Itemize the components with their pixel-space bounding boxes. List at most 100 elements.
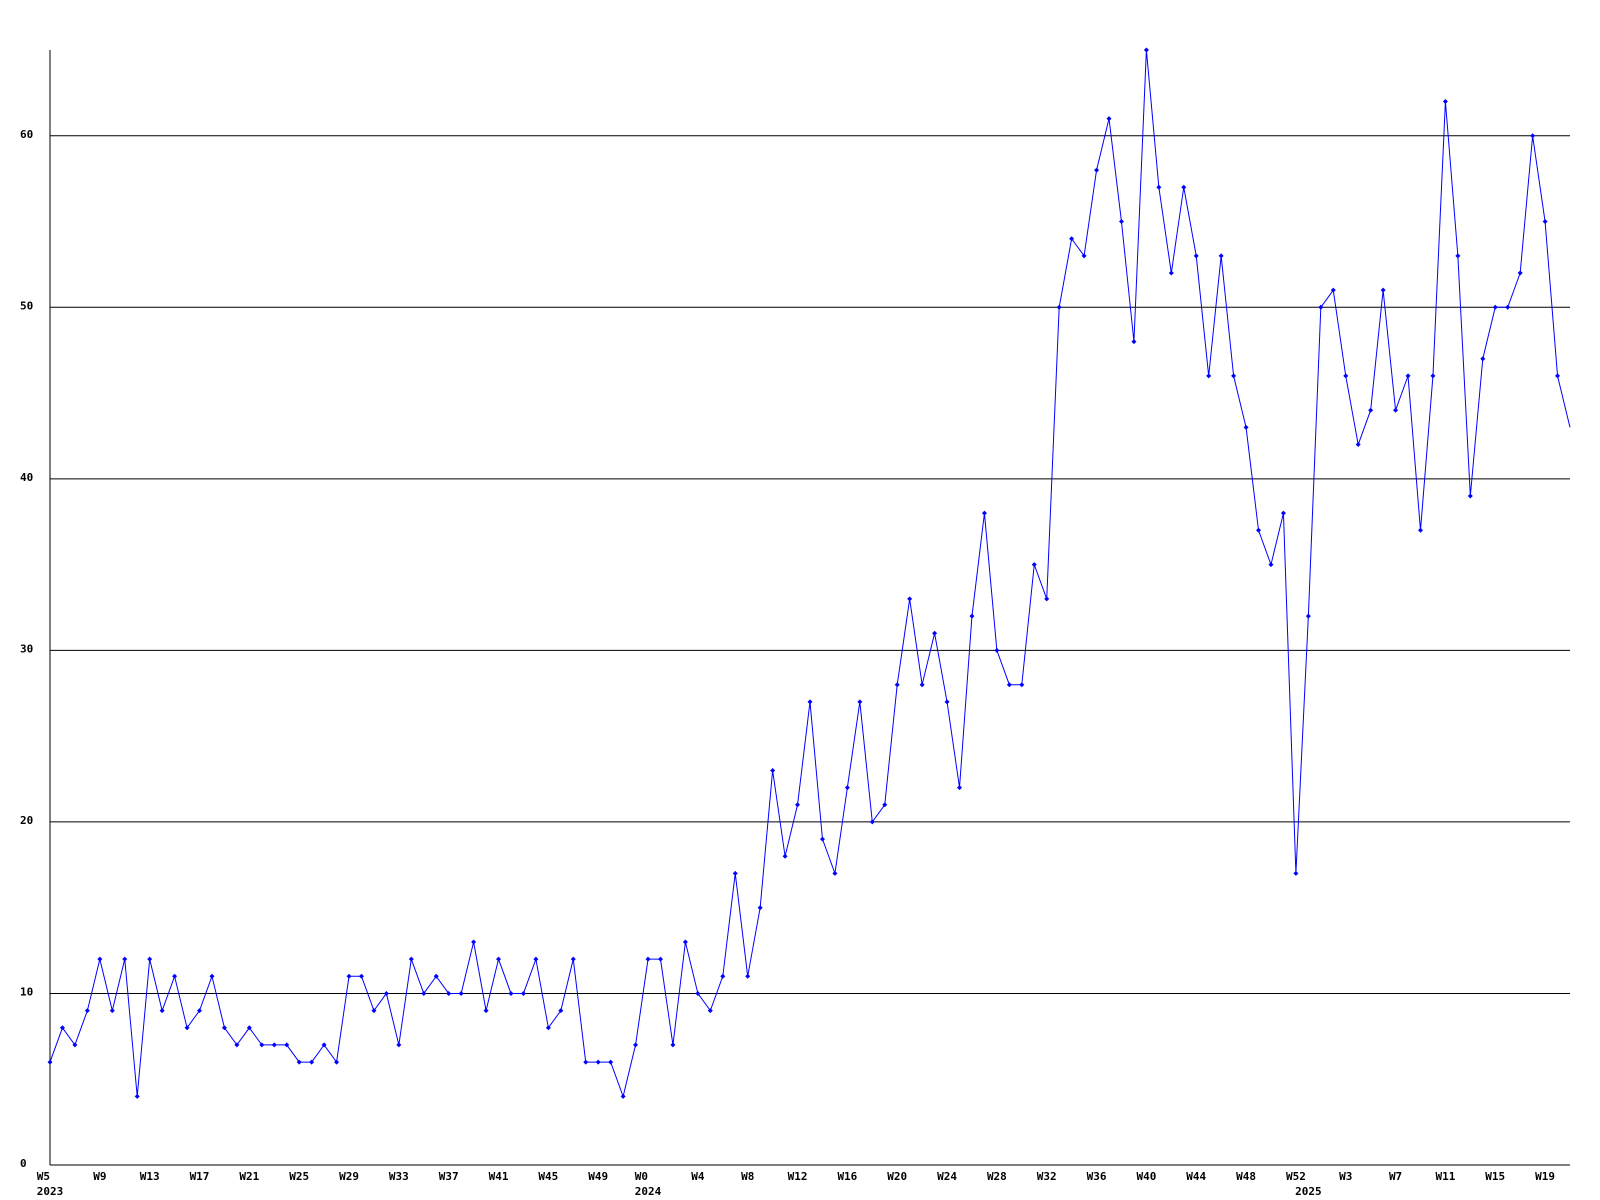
y-tick-label: 50	[20, 299, 33, 312]
y-tick-label: 0	[20, 1157, 27, 1170]
point	[1106, 116, 1112, 122]
point	[458, 990, 464, 996]
point	[396, 1042, 402, 1048]
point	[1517, 270, 1523, 276]
point	[1006, 682, 1012, 688]
point	[109, 1008, 115, 1014]
point	[745, 973, 751, 979]
point	[197, 1008, 203, 1014]
point	[1555, 373, 1561, 379]
point	[1430, 373, 1436, 379]
point	[1492, 304, 1498, 310]
x-tick-label: W8	[741, 1170, 755, 1183]
point	[1355, 442, 1361, 448]
point	[1343, 373, 1349, 379]
point	[1168, 270, 1174, 276]
point	[1031, 562, 1037, 568]
point	[732, 870, 738, 876]
y-tick-label: 10	[20, 985, 33, 998]
point	[994, 647, 1000, 653]
point	[172, 973, 178, 979]
y-tick-label: 30	[20, 642, 33, 655]
point	[969, 613, 975, 619]
point	[583, 1059, 589, 1065]
point	[1305, 613, 1311, 619]
point	[296, 1059, 302, 1065]
point	[633, 1042, 639, 1048]
point	[122, 956, 128, 962]
point	[807, 699, 813, 705]
point	[1318, 304, 1324, 310]
point	[334, 1059, 340, 1065]
point	[645, 956, 651, 962]
point	[520, 990, 526, 996]
x-tick-label: W15	[1485, 1170, 1506, 1183]
x-tick-label: W5 2023	[36, 1170, 64, 1198]
point	[1268, 562, 1274, 568]
point	[496, 956, 502, 962]
x-tick-label: W19	[1535, 1170, 1556, 1183]
point	[433, 973, 439, 979]
point	[1455, 253, 1461, 259]
point	[1293, 870, 1299, 876]
point	[844, 785, 850, 791]
point	[1542, 219, 1548, 225]
x-tick-label: W17	[189, 1170, 210, 1183]
point	[147, 956, 153, 962]
x-tick-label: W16	[837, 1170, 858, 1183]
point	[1243, 424, 1249, 430]
point	[383, 990, 389, 996]
point	[558, 1008, 564, 1014]
point	[408, 956, 414, 962]
x-tick-label: W33	[388, 1170, 409, 1183]
point	[446, 990, 452, 996]
point	[1218, 253, 1224, 259]
point	[1069, 236, 1075, 242]
point	[284, 1042, 290, 1048]
point	[134, 1093, 140, 1099]
point	[1118, 219, 1124, 225]
point	[608, 1059, 614, 1065]
point	[1380, 287, 1386, 293]
point	[857, 699, 863, 705]
point	[84, 1008, 90, 1014]
line	[49, 49, 1571, 1099]
point	[159, 1008, 165, 1014]
point	[421, 990, 427, 996]
point	[782, 853, 788, 859]
point	[221, 1025, 227, 1031]
point	[957, 785, 963, 791]
point	[184, 1025, 190, 1031]
point	[907, 596, 913, 602]
x-tick-label: W28	[986, 1170, 1007, 1183]
point	[832, 870, 838, 876]
point	[246, 1025, 252, 1031]
point	[59, 1025, 65, 1031]
point	[1231, 373, 1237, 379]
x-tick-label: W24	[937, 1170, 957, 1183]
point	[1368, 407, 1374, 413]
point	[595, 1059, 601, 1065]
point	[1056, 304, 1062, 310]
x-tick-label: W3	[1339, 1170, 1353, 1183]
x-tick-label: W7	[1388, 1170, 1403, 1183]
point	[620, 1093, 626, 1099]
x-tick-label: W11	[1435, 1170, 1456, 1183]
point	[483, 1008, 489, 1014]
x-tick-label: W32	[1036, 1170, 1057, 1183]
point	[1405, 373, 1411, 379]
point	[1280, 510, 1286, 516]
x-tick-label: W29	[339, 1170, 359, 1183]
point	[1143, 47, 1149, 53]
point	[932, 630, 938, 636]
point	[321, 1042, 327, 1048]
point	[358, 973, 364, 979]
point	[508, 990, 514, 996]
point	[72, 1042, 78, 1048]
point	[1193, 253, 1199, 259]
x-tick-label: W37	[438, 1170, 459, 1183]
point	[1467, 493, 1473, 499]
point	[657, 956, 663, 962]
point	[682, 939, 688, 945]
x-tick-label: W36	[1086, 1170, 1107, 1183]
